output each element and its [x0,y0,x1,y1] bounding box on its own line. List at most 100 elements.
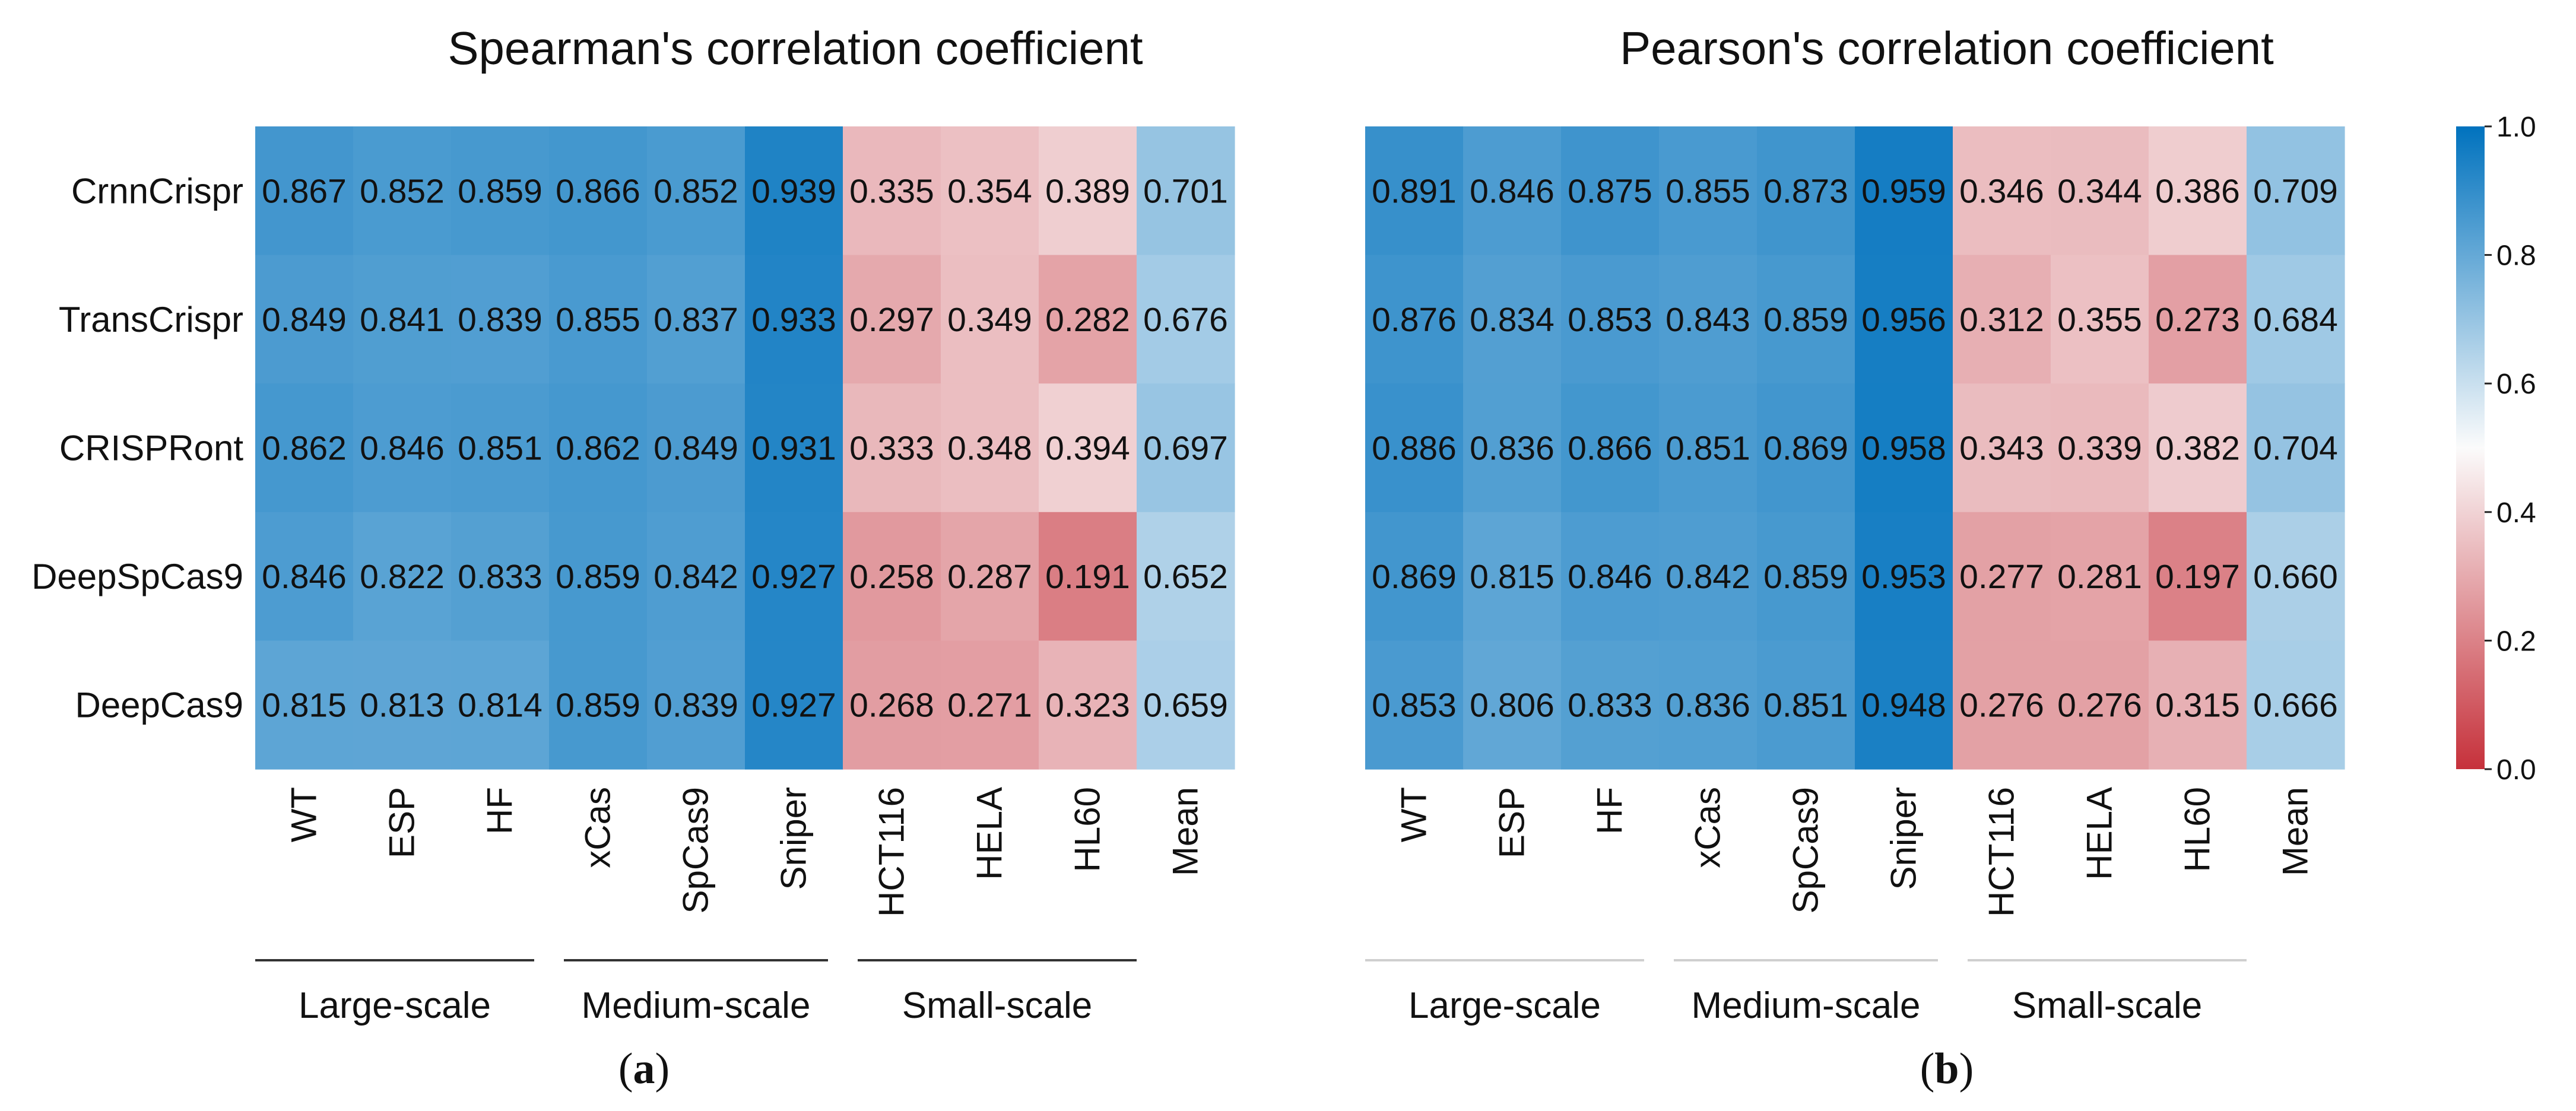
pearson-cell-CRISPRont-ESP [1463,383,1562,513]
spearman-cell-label: 0.939 [751,172,836,210]
pearson-cell-TransCrispr-HF [1561,255,1660,384]
spearman-cell-DeepCas9-Mean [1137,640,1235,770]
pearson-cell-CrnnCrispr-Sniper [1855,126,1953,256]
spearman-cell-DeepCas9-HF [451,640,550,770]
spearman-cell-label: 0.271 [947,687,1032,725]
spearman-cell-CrnnCrispr-xCas [549,126,648,256]
spearman-cell-label: 0.323 [1045,687,1130,725]
spearman-cell-CrnnCrispr-ESP [353,126,452,256]
spearman-panel-label: (a) [618,1045,670,1093]
spearman-cell-label: 0.846 [360,430,445,468]
pearson-cell-label: 0.853 [1568,301,1652,339]
pearson-cell-label: 0.855 [1665,172,1750,210]
pearson-column-label-Sniper: Sniper [1884,787,1924,890]
pearson-cell-label: 0.815 [1470,558,1555,596]
panel-a-spearman: Spearman's correlation coefficient 0.867 0… [31,22,1235,1093]
pearson-cell-label: 0.842 [1665,558,1750,596]
pearson-group-label-0: Large-scale [1408,985,1601,1026]
spearman-cell-TransCrispr-HELA [941,255,1039,384]
spearman-cell-DeepSpCas9-WT [255,512,354,641]
spearman-cell-CRISPRont-Mean [1137,383,1235,513]
pearson-cell-label: 0.355 [2057,301,2142,339]
colorbar: 0.0 0.2 0.4 0.6 0.8 1.0 [2456,112,2536,786]
spearman-cell-label: 0.822 [360,558,445,596]
pearson-column-label-HELA: HELA [2080,787,2120,880]
pearson-cell-label: 0.876 [1372,301,1457,339]
spearman-cell-DeepCas9-HL60 [1039,640,1137,770]
spearman-cell-DeepCas9-ESP [353,640,452,770]
spearman-cell-CRISPRont-Sniper [745,383,843,513]
spearman-cell-TransCrispr-Mean [1137,255,1235,384]
pearson-cell-CRISPRont-Mean [2247,383,2345,513]
spearman-cell-TransCrispr-Sniper [745,255,843,384]
row-label-CRISPRont: CRISPRont [59,428,243,468]
colorbar-tick-label: 0.4 [2496,497,2536,529]
spearman-cell-label: 0.927 [751,558,836,596]
pearson-cell-DeepCas9-WT [1365,640,1464,770]
spearman-cell-TransCrispr-HCT116 [843,255,941,384]
pearson-cell-label: 0.875 [1568,172,1652,210]
pearson-cell-label: 0.276 [1959,687,2044,725]
spearman-cell-CRISPRont-xCas [549,383,648,513]
pearson-cell-TransCrispr-HELA [2051,255,2149,384]
pearson-group-label-1: Medium-scale [1692,985,1921,1026]
spearman-column-label-Mean: Mean [1166,787,1205,876]
pearson-cell-TransCrispr-xCas [1659,255,1757,384]
pearson-cell-TransCrispr-Mean [2247,255,2345,384]
pearson-cell-label: 0.834 [1470,301,1555,339]
spearman-cell-CRISPRont-ESP [353,383,452,513]
pearson-cell-label: 0.959 [1861,172,1946,210]
pearson-cell-label: 0.866 [1568,430,1652,468]
pearson-cell-label: 0.339 [2057,430,2142,468]
spearman-group-label-0: Large-scale [299,985,491,1026]
pearson-cell-DeepSpCas9-WT [1365,512,1464,641]
spearman-cell-CRISPRont-HELA [941,383,1039,513]
spearman-cell-label: 0.389 [1045,172,1130,210]
spearman-cell-label: 0.839 [458,301,543,339]
spearman-cell-label: 0.859 [556,687,640,725]
pearson-cell-label: 0.953 [1861,558,1946,596]
spearman-cell-TransCrispr-SpCas9 [647,255,745,384]
pearson-cell-DeepSpCas9-HCT116 [1953,512,2051,641]
spearman-cell-label: 0.349 [947,301,1032,339]
colorbar-tick-label: 0.8 [2496,240,2536,272]
pearson-cell-label: 0.660 [2253,558,2338,596]
pearson-cell-TransCrispr-HCT116 [1953,255,2051,384]
spearman-column-label-ESP: ESP [382,787,422,858]
pearson-cell-TransCrispr-HL60 [2149,255,2247,384]
pearson-cell-DeepCas9-ESP [1463,640,1562,770]
spearman-cell-label: 0.268 [849,687,934,725]
colorbar-tick-label: 1.0 [2496,112,2536,143]
pearson-cell-CRISPRont-SpCas9 [1757,383,1855,513]
spearman-cell-DeepCas9-SpCas9 [647,640,745,770]
spearman-column-label-HELA: HELA [970,787,1010,880]
spearman-cell-TransCrispr-xCas [549,255,648,384]
spearman-chart-title: Spearman's correlation coefficient [448,22,1143,74]
pearson-cell-TransCrispr-ESP [1463,255,1562,384]
pearson-chart-title: Pearson's correlation coefficient [1620,22,2274,74]
spearman-cell-label: 0.933 [751,301,836,339]
pearson-cell-label: 0.704 [2253,430,2338,468]
panel-b-pearson: Pearson's correlation coefficient 0.891 0.… [1365,22,2345,1093]
pearson-cell-label: 0.684 [2253,301,2338,339]
pearson-cell-CRISPRont-HCT116 [1953,383,2051,513]
spearman-column-label-HF: HF [480,787,520,834]
row-label-CrnnCrispr: CrnnCrispr [71,171,243,211]
spearman-cell-DeepSpCas9-HF [451,512,550,641]
spearman-cell-DeepSpCas9-xCas [549,512,648,641]
spearman-cell-DeepSpCas9-SpCas9 [647,512,745,641]
pearson-cell-DeepCas9-Sniper [1855,640,1953,770]
spearman-cell-CRISPRont-HF [451,383,550,513]
pearson-cell-CrnnCrispr-xCas [1659,126,1757,256]
pearson-cell-DeepCas9-HL60 [2149,640,2247,770]
spearman-cell-label: 0.842 [653,558,738,596]
spearman-group-label-1: Medium-scale [582,985,811,1026]
spearman-cell-label: 0.814 [458,687,543,725]
pearson-cell-TransCrispr-SpCas9 [1757,255,1855,384]
spearman-column-label-HCT116: HCT116 [872,787,912,917]
spearman-cell-TransCrispr-ESP [353,255,452,384]
spearman-cell-DeepCas9-WT [255,640,354,770]
pearson-cell-TransCrispr-WT [1365,255,1464,384]
pearson-cell-DeepCas9-Mean [2247,640,2345,770]
